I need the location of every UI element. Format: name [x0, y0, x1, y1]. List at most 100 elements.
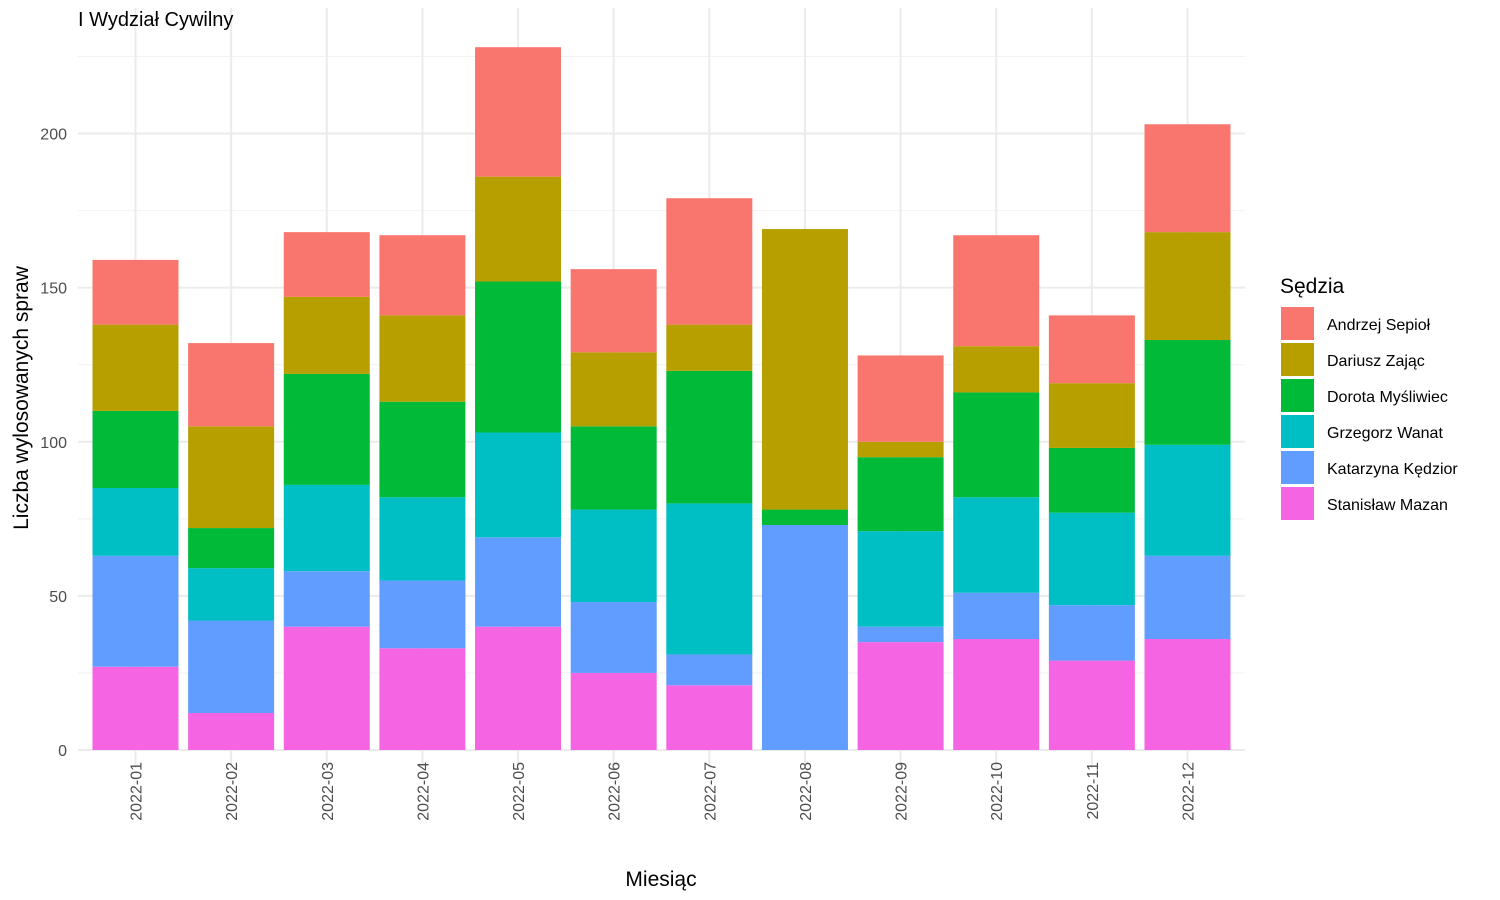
legend-swatch [1281, 343, 1314, 376]
bar-segment [666, 198, 753, 325]
bar-segment [1144, 340, 1231, 445]
legend-label: Stanisław Mazan [1327, 497, 1448, 514]
bar-segment [1144, 232, 1231, 341]
legend-label: Katarzyna Kędzior [1327, 461, 1458, 478]
bar-segment [379, 497, 466, 581]
legend: Sędzia Andrzej Sepioł Dariusz Zając Dorota… [1280, 275, 1458, 520]
bar-segment [857, 441, 944, 458]
bar-segment [475, 432, 562, 538]
x-tick-label: 2022-05 [511, 762, 528, 821]
bar-segment [570, 269, 657, 353]
x-tick-label: 2022-12 [1181, 762, 1198, 821]
legend-swatch [1281, 487, 1314, 520]
legend-swatch [1281, 451, 1314, 484]
bar-segment [570, 426, 657, 510]
bar-segment [570, 602, 657, 673]
bar-segment [666, 685, 753, 750]
bar-segment [188, 713, 275, 750]
x-tick-label: 2022-10 [989, 762, 1006, 821]
bar-segment [188, 528, 275, 569]
bar-segment [1048, 383, 1135, 448]
bar-segment [1144, 124, 1231, 233]
bar-segment [92, 259, 179, 325]
bar-segment [283, 232, 370, 297]
x-tick-label: 2022-03 [320, 762, 337, 821]
y-axis-title: Liczba wylosowanych spraw [10, 265, 33, 530]
bar-segment [475, 47, 562, 177]
legend-label: Andrzej Sepioł [1327, 317, 1431, 334]
y-tick-label: 50 [49, 589, 67, 606]
y-tick-label: 0 [58, 743, 67, 760]
bar-segment [92, 487, 179, 556]
bar-segment [953, 639, 1040, 750]
bar-segment [188, 568, 275, 621]
bar-segment [857, 457, 944, 532]
bar-segment [1048, 447, 1135, 513]
bar-segment [570, 352, 657, 427]
bar-segment [1048, 660, 1135, 750]
bar-segment [475, 626, 562, 750]
legend-label: Dariusz Zając [1327, 353, 1425, 370]
bar-segment [953, 497, 1040, 593]
bar-segment [475, 537, 562, 627]
bar-segment [283, 571, 370, 627]
bar-segment [92, 666, 179, 750]
y-tick-label: 150 [40, 281, 67, 298]
x-tick-label: 2022-11 [1085, 762, 1102, 820]
x-tick-label: 2022-06 [607, 762, 624, 821]
y-tick-label: 200 [40, 127, 67, 144]
bar-segment [1144, 555, 1231, 640]
x-tick-label: 2022-07 [702, 762, 719, 821]
legend-swatch [1281, 307, 1314, 340]
x-tick-label: 2022-08 [798, 762, 815, 821]
y-tick-label: 100 [40, 435, 67, 452]
bar-segment [283, 626, 370, 750]
bar-segment [857, 531, 944, 627]
bar-segment [761, 509, 848, 525]
x-tick-label: 2022-09 [894, 762, 911, 821]
bar-segment [761, 229, 848, 510]
bar-segment [570, 672, 657, 750]
bar-segment [379, 648, 466, 750]
bars [92, 47, 1231, 750]
bar-segment [953, 392, 1040, 498]
bar-segment [379, 235, 466, 316]
bar-segment [283, 373, 370, 485]
bar-segment [761, 524, 848, 750]
bar-segment [1048, 315, 1135, 384]
bar-segment [857, 626, 944, 643]
legend-swatch [1281, 379, 1314, 412]
bar-segment [379, 580, 466, 649]
legend-label: Dorota Myśliwiec [1327, 389, 1448, 406]
bar-segment [188, 426, 275, 529]
bar-segment [953, 346, 1040, 393]
bar-segment [283, 296, 370, 374]
bar-segment [1048, 512, 1135, 606]
bar-segment [475, 176, 562, 282]
legend-label: Grzegorz Wanat [1327, 425, 1443, 442]
bar-segment [379, 315, 466, 402]
bar-segment [283, 484, 370, 572]
bar-segment [666, 324, 753, 371]
bar-segment [379, 401, 466, 498]
bar-segment [953, 235, 1040, 347]
chart-title: I Wydział Cywilny [78, 9, 233, 31]
bar-segment [666, 370, 753, 504]
bar-segment [953, 592, 1040, 640]
bar-segment [1048, 605, 1135, 661]
bar-segment [1144, 444, 1231, 556]
bar-segment [570, 509, 657, 603]
legend-title: Sędzia [1280, 275, 1345, 298]
bar-segment [666, 654, 753, 686]
bar-segment [475, 281, 562, 433]
bar-segment [1144, 639, 1231, 750]
bar-segment [857, 355, 944, 442]
bar-segment [92, 410, 179, 488]
x-tick-label: 2022-02 [224, 762, 241, 821]
axis-ticks: 0 50 100 150 200 2022-01 2022-02 2022-03 2022-04… [40, 127, 1197, 821]
bar-segment [666, 503, 753, 655]
bar-segment [92, 324, 179, 411]
bar-segment [188, 343, 275, 427]
bar-segment [857, 642, 944, 750]
